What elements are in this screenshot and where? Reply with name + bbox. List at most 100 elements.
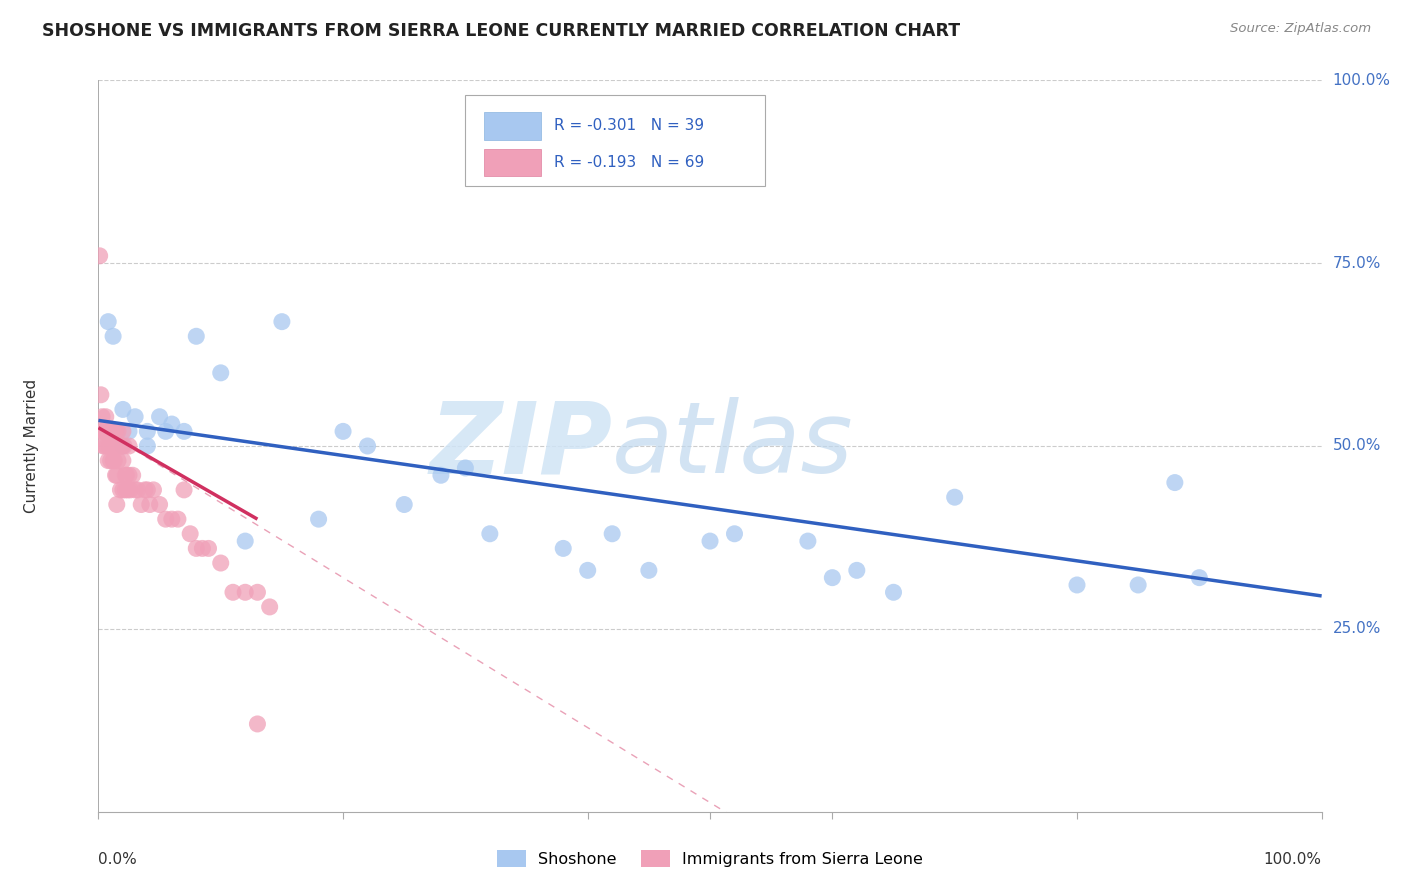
FancyBboxPatch shape: [465, 95, 765, 186]
Point: [103, 453, 125, 467]
Point: [191, 541, 214, 556]
Point: [222, 585, 245, 599]
Point: [91, 425, 114, 439]
Point: [576, 563, 599, 577]
Point: [120, 483, 142, 497]
Text: SHOSHONE VS IMMIGRANTS FROM SIERRA LEONE CURRENTLY MARRIED CORRELATION CHART: SHOSHONE VS IMMIGRANTS FROM SIERRA LEONE…: [42, 22, 960, 40]
Text: 100.0%: 100.0%: [1264, 852, 1322, 867]
Text: 0.0%: 0.0%: [98, 852, 138, 867]
Text: R = -0.301   N = 39: R = -0.301 N = 39: [554, 119, 704, 133]
Point: [98, 425, 121, 439]
Point: [105, 468, 128, 483]
Point: [332, 425, 354, 439]
Point: [197, 541, 219, 556]
Point: [553, 541, 575, 556]
Point: [233, 534, 256, 549]
Point: [186, 541, 208, 556]
Point: [883, 585, 905, 599]
Point: [100, 425, 122, 439]
Point: [124, 409, 146, 424]
Point: [270, 315, 294, 329]
Point: [1188, 571, 1211, 585]
Point: [114, 483, 136, 497]
Point: [91, 409, 114, 424]
Point: [97, 315, 120, 329]
Point: [1066, 578, 1088, 592]
Point: [108, 439, 131, 453]
Point: [845, 563, 868, 577]
Point: [89, 249, 111, 263]
Point: [943, 490, 966, 504]
Point: [101, 425, 124, 439]
Point: [107, 425, 129, 439]
Point: [392, 498, 416, 512]
Point: [100, 453, 122, 467]
Point: [478, 526, 501, 541]
Point: [97, 425, 120, 439]
Text: 50.0%: 50.0%: [1333, 439, 1381, 453]
Point: [94, 409, 117, 424]
Point: [127, 483, 149, 497]
Point: [93, 425, 115, 439]
Point: [96, 425, 118, 439]
Point: [454, 461, 477, 475]
Point: [93, 439, 115, 453]
Point: [209, 366, 232, 380]
Point: [723, 526, 745, 541]
Point: [118, 425, 141, 439]
Point: [111, 439, 134, 453]
Point: [142, 483, 165, 497]
Text: ZIP: ZIP: [429, 398, 612, 494]
Point: [246, 585, 269, 599]
Point: [136, 439, 159, 453]
FancyBboxPatch shape: [484, 112, 541, 139]
Point: [246, 717, 269, 731]
Point: [91, 439, 114, 453]
Point: [101, 329, 124, 343]
Point: [160, 417, 183, 431]
Point: [111, 453, 134, 467]
Point: [90, 388, 112, 402]
Point: [308, 512, 330, 526]
Point: [124, 483, 146, 497]
Point: [134, 483, 156, 497]
Point: [233, 585, 256, 599]
Text: atlas: atlas: [612, 398, 853, 494]
Point: [160, 512, 183, 526]
Point: [136, 425, 159, 439]
Point: [167, 512, 190, 526]
Text: Source: ZipAtlas.com: Source: ZipAtlas.com: [1230, 22, 1371, 36]
Point: [98, 439, 121, 453]
Point: [136, 483, 159, 497]
Point: [105, 498, 128, 512]
Point: [114, 468, 136, 483]
Text: Currently Married: Currently Married: [24, 379, 38, 513]
Text: 25.0%: 25.0%: [1333, 622, 1381, 636]
Point: [155, 425, 177, 439]
Point: [94, 425, 117, 439]
Point: [259, 599, 281, 614]
Point: [173, 483, 195, 497]
Point: [97, 453, 120, 467]
Point: [149, 409, 172, 424]
Point: [104, 425, 127, 439]
Point: [101, 453, 124, 467]
Point: [637, 563, 661, 577]
Point: [104, 468, 127, 483]
Point: [111, 439, 134, 453]
Point: [356, 439, 378, 453]
Point: [129, 498, 152, 512]
Point: [699, 534, 721, 549]
Point: [117, 483, 139, 497]
Point: [179, 526, 201, 541]
Point: [105, 439, 128, 453]
Point: [111, 402, 134, 417]
Point: [821, 571, 844, 585]
Point: [600, 526, 623, 541]
Text: R = -0.193   N = 69: R = -0.193 N = 69: [554, 155, 704, 169]
Point: [107, 453, 129, 467]
Point: [110, 439, 132, 453]
Point: [139, 498, 162, 512]
Point: [111, 483, 134, 497]
Text: 75.0%: 75.0%: [1333, 256, 1381, 270]
